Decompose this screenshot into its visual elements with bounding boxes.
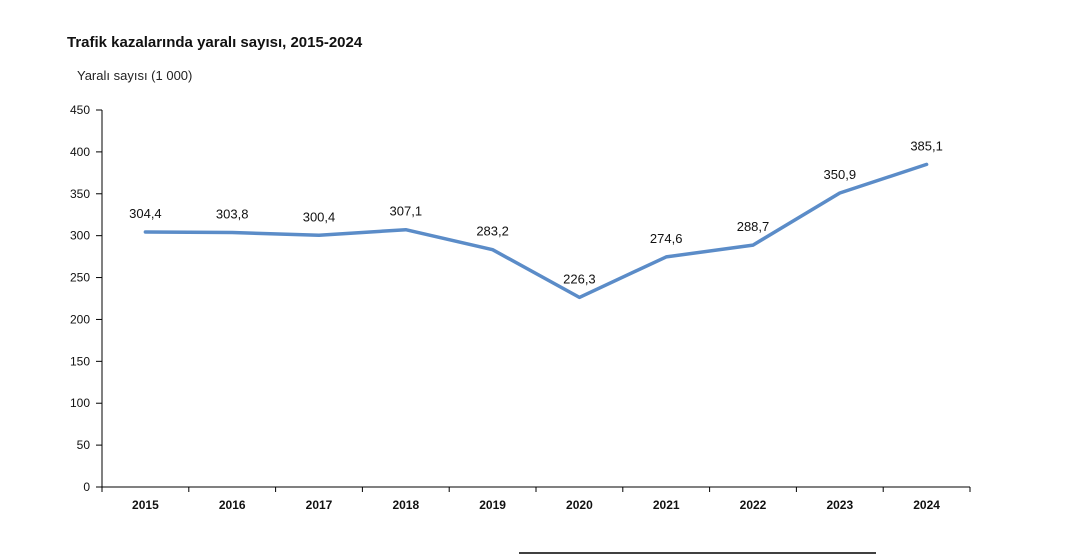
x-tick-label: 2024 <box>913 498 940 512</box>
y-tick-label: 200 <box>70 312 90 326</box>
x-tick-label: 2020 <box>566 498 593 512</box>
x-tick-label: 2015 <box>132 498 159 512</box>
x-tick-label: 2018 <box>392 498 419 512</box>
x-tick-label: 2017 <box>306 498 333 512</box>
y-tick-label: 150 <box>70 354 90 368</box>
data-label: 350,9 <box>824 167 857 182</box>
data-label: 283,2 <box>476 224 509 239</box>
data-labels: 304,4 303,8 300,4 307,1 283,2 226,3 274,6 288,7… <box>129 138 943 286</box>
data-label: 307,1 <box>390 204 423 219</box>
y-tick-label: 50 <box>77 438 91 452</box>
data-label: 304,4 <box>129 206 162 221</box>
x-tick-label: 2016 <box>219 498 246 512</box>
y-axis-title: Yaralı sayısı (1 000) <box>77 68 192 83</box>
series-group <box>143 162 929 300</box>
series-line <box>143 162 929 300</box>
y-tick-label: 0 <box>83 480 90 494</box>
data-label: 385,1 <box>910 138 943 153</box>
data-label: 303,8 <box>216 206 249 221</box>
data-label: 300,4 <box>303 209 336 224</box>
axes: 0 50 100 150 200 250 300 350 400 450 2015 2016 2017 2… <box>70 103 971 512</box>
x-tick-label: 2022 <box>740 498 767 512</box>
data-label: 226,3 <box>563 271 596 286</box>
y-tick-label: 300 <box>70 229 90 243</box>
chart-title: Trafik kazalarında yaralı sayısı, 2015-2… <box>67 34 363 51</box>
y-tick-label: 250 <box>70 271 90 285</box>
x-tick-label: 2021 <box>653 498 680 512</box>
y-tick-label: 350 <box>70 187 90 201</box>
y-tick-label: 100 <box>70 396 90 410</box>
x-tick-label: 2019 <box>479 498 506 512</box>
data-label: 274,6 <box>650 231 683 246</box>
y-tick-label: 450 <box>70 103 90 117</box>
y-tick-label: 400 <box>70 145 90 159</box>
data-label: 288,7 <box>737 219 770 234</box>
x-tick-label: 2023 <box>826 498 853 512</box>
